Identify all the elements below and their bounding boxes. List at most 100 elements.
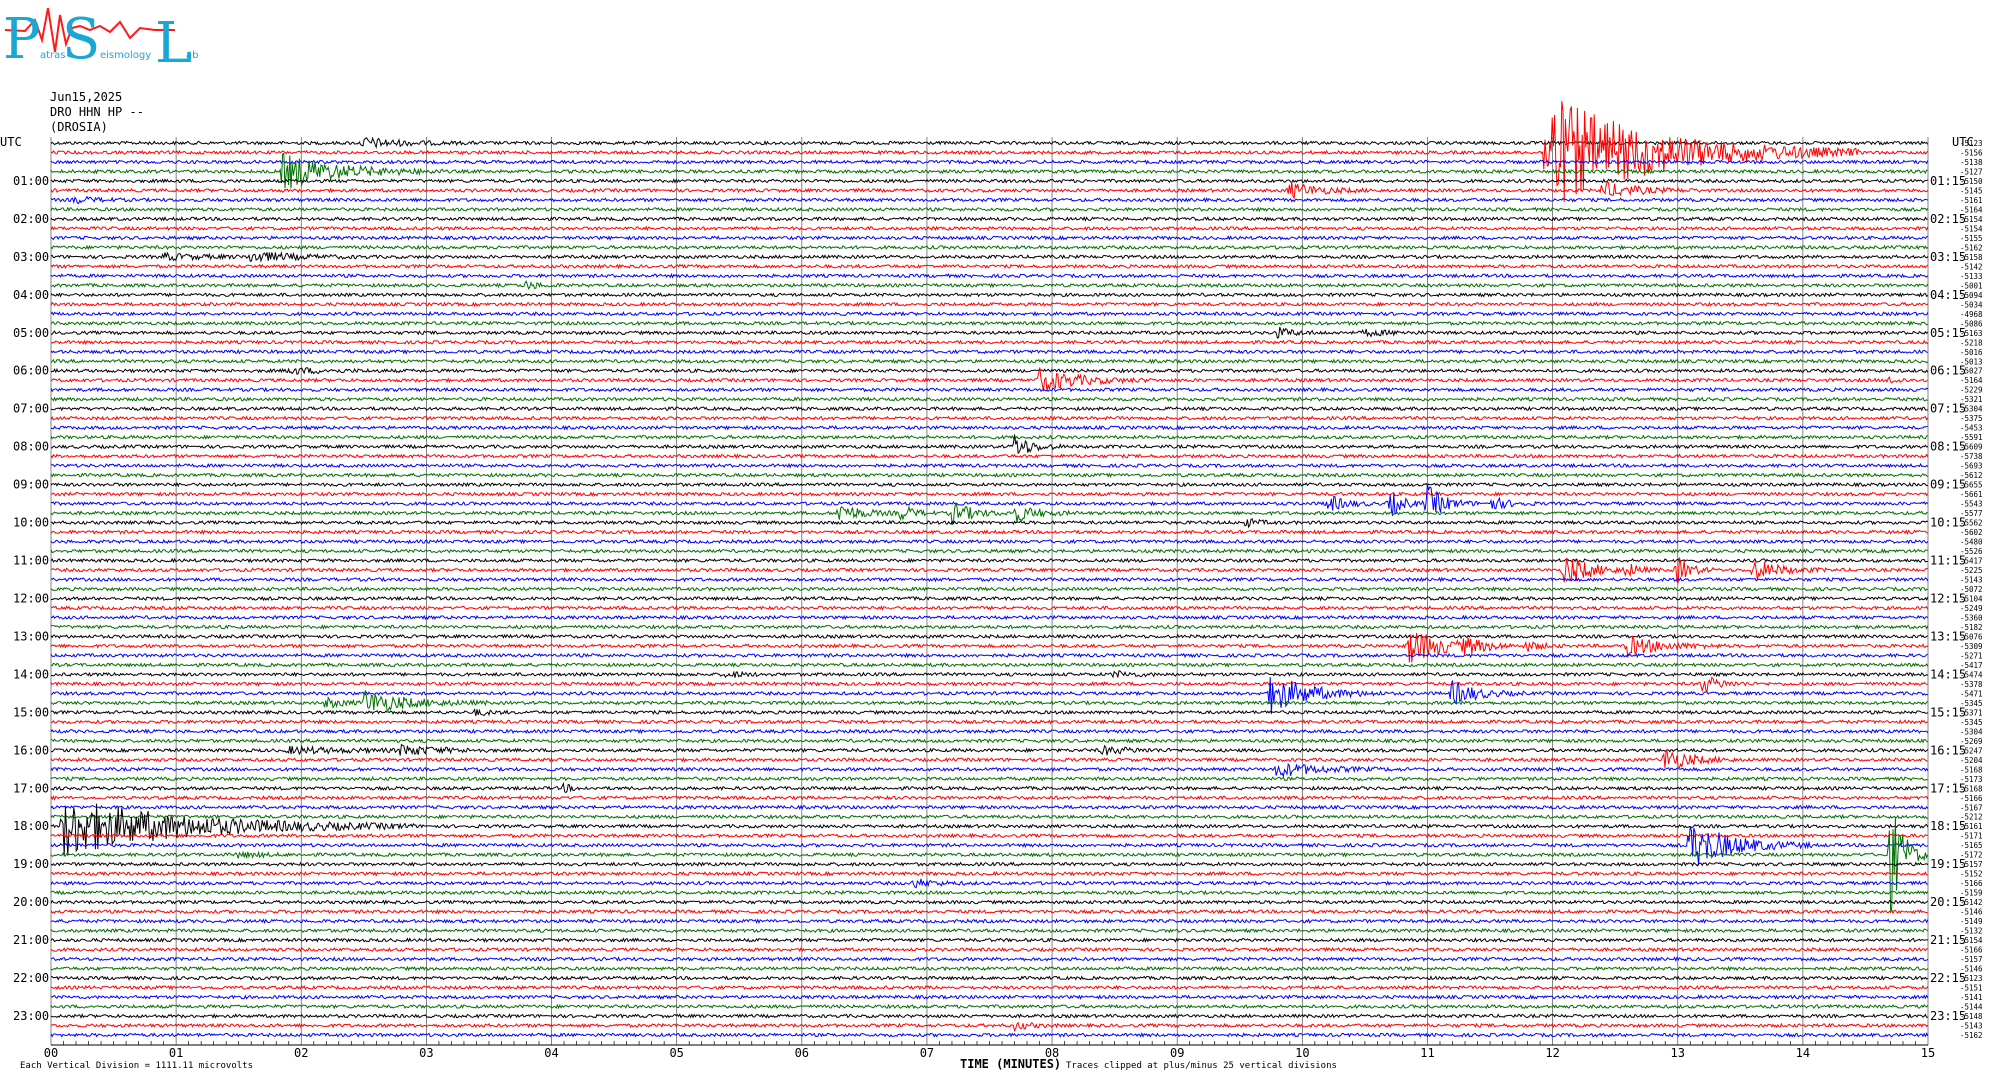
trace-line (50, 956, 1929, 963)
trace-offset-label: -5167 (1960, 803, 1983, 812)
x-tick-label: 02 (294, 1046, 308, 1060)
x-tick-label: 04 (544, 1046, 558, 1060)
trace-offset-label: -5225 (1960, 566, 1983, 575)
right-hour-label: 05:15 (1930, 326, 1966, 340)
trace-offset-label: -5123 (1960, 139, 1983, 148)
trace-offset-label: -5562 (1960, 519, 1983, 528)
x-tick-label: 15 (1921, 1046, 1935, 1060)
x-tick-label: 12 (1545, 1046, 1559, 1060)
trace-offset-label: -5345 (1960, 718, 1983, 727)
right-hour-label: 09:15 (1930, 478, 1966, 492)
trace-line (50, 762, 1929, 779)
trace-line (50, 178, 1928, 184)
trace-line (50, 529, 1928, 536)
right-axis-title: UTC (1952, 135, 1974, 149)
x-tick-label: 06 (795, 1046, 809, 1060)
trace-offset-label: -5151 (1960, 984, 1983, 993)
trace-offset-label: -5132 (1960, 927, 1983, 936)
trace-offset-label: -5173 (1960, 775, 1983, 784)
left-hour-label: 10:00 (13, 516, 49, 530)
trace-line (50, 272, 1929, 279)
trace-offset-label: -5154 (1960, 224, 1983, 233)
trace-offset-label: -5480 (1960, 538, 1983, 547)
trace-offset-label: -5271 (1960, 651, 1983, 660)
trace-line (50, 878, 1928, 889)
left-hour-labels: 01:00 02:00 03:00 04:00 05:00 06:00 07:00 08:00… (13, 174, 49, 1023)
trace-offset-label: -5247 (1960, 746, 1983, 755)
trace-offset-label: -5013 (1960, 357, 1983, 366)
trace-line (50, 518, 1928, 529)
trace-offset-label: -5016 (1960, 348, 1983, 357)
logo-word-eismology: eismology (100, 50, 151, 61)
x-tick-label: 00 (44, 1046, 58, 1060)
trace-offset-label: -5269 (1960, 737, 1983, 746)
right-hour-label: 15:15 (1930, 705, 1966, 719)
trace-line (50, 152, 1928, 189)
right-hour-label: 04:15 (1930, 288, 1966, 302)
left-hour-label: 14:00 (13, 667, 49, 681)
trace-offset-label: -5138 (1960, 158, 1983, 167)
trace-offset-label: -5471 (1960, 689, 1983, 698)
trace-line (50, 1032, 1929, 1038)
x-tick-label: 09 (1170, 1046, 1184, 1060)
trace-line (50, 263, 1929, 270)
x-tick-label: 03 (419, 1046, 433, 1060)
trace-line (50, 396, 1929, 403)
left-hour-label: 18:00 (13, 819, 49, 833)
trace-line (50, 804, 1929, 811)
left-hour-label: 21:00 (13, 933, 49, 947)
trace-offset-label: -5204 (1960, 756, 1983, 765)
trace-line (50, 927, 1929, 934)
trace-offset-label: -5304 (1960, 727, 1983, 736)
trace-line (50, 781, 1928, 794)
trace-offset-label: -5168 (1960, 765, 1983, 774)
trace-line (50, 633, 1928, 640)
trace-offset-label: -5072 (1960, 585, 1983, 594)
right-hour-label: 23:15 (1930, 1009, 1966, 1023)
right-hour-labels: 01:15 02:15 03:15 04:15 05:15 06:15 07:15 08:15… (1930, 174, 1966, 1023)
trace-line (50, 994, 1929, 1000)
left-hour-label: 09:00 (13, 478, 49, 492)
trace-line (50, 502, 1928, 525)
x-tick-label: 07 (920, 1046, 934, 1060)
trace-line (50, 484, 1929, 517)
trace-offset-label: -5123 (1960, 974, 1983, 983)
trace-offset-label: -5693 (1960, 462, 1983, 471)
left-hour-label: 16:00 (13, 743, 49, 757)
trace-offset-label: -5164 (1960, 205, 1983, 214)
x-tick-label: 08 (1045, 1046, 1059, 1060)
logo-word-ab: ab (186, 50, 198, 61)
trace-offset-label: -5375 (1960, 414, 1983, 423)
trace-offset-label: -5612 (1960, 471, 1983, 480)
trace-line (50, 481, 1928, 488)
right-hour-label: 18:15 (1930, 819, 1966, 833)
trace-offset-label: -5144 (1960, 1003, 1983, 1012)
logo-word-atras: atras (40, 50, 66, 61)
x-tick-label: 01 (169, 1046, 183, 1060)
trace-offset-label: -5104 (1960, 594, 1983, 603)
trace-line (50, 605, 1929, 611)
trace-line (50, 614, 1929, 621)
x-axis-ticks: 00 01 02 03 04 05 06 07 08 09 10 11 12 13 14 15 (44, 1041, 1935, 1060)
trace-offset-label: -5182 (1960, 623, 1983, 632)
trace-line (50, 405, 1928, 412)
x-tick-label: 05 (669, 1046, 683, 1060)
trace-line (50, 576, 1929, 583)
trace-line (50, 861, 1929, 867)
header-location: (DROSIA) (50, 120, 108, 134)
trace-line (50, 595, 1929, 602)
minute-grid (50, 137, 1929, 1045)
trace-line (50, 548, 1928, 554)
right-hour-label: 01:15 (1930, 174, 1966, 188)
trace-line (50, 918, 1929, 925)
logo-letter-l: L (155, 11, 192, 76)
x-tick-label: 10 (1295, 1046, 1309, 1060)
logo-letter-s: S (62, 7, 100, 72)
trace-offset-label: -5001 (1960, 281, 1983, 290)
trace-line (50, 235, 1928, 241)
trace-offset-label: -5154 (1960, 936, 1983, 945)
trace-offset-label: -5543 (1960, 500, 1983, 509)
trace-offset-label: -5168 (1960, 784, 1983, 793)
trace-line (50, 816, 1929, 914)
trace-offset-label: -5027 (1960, 367, 1983, 376)
